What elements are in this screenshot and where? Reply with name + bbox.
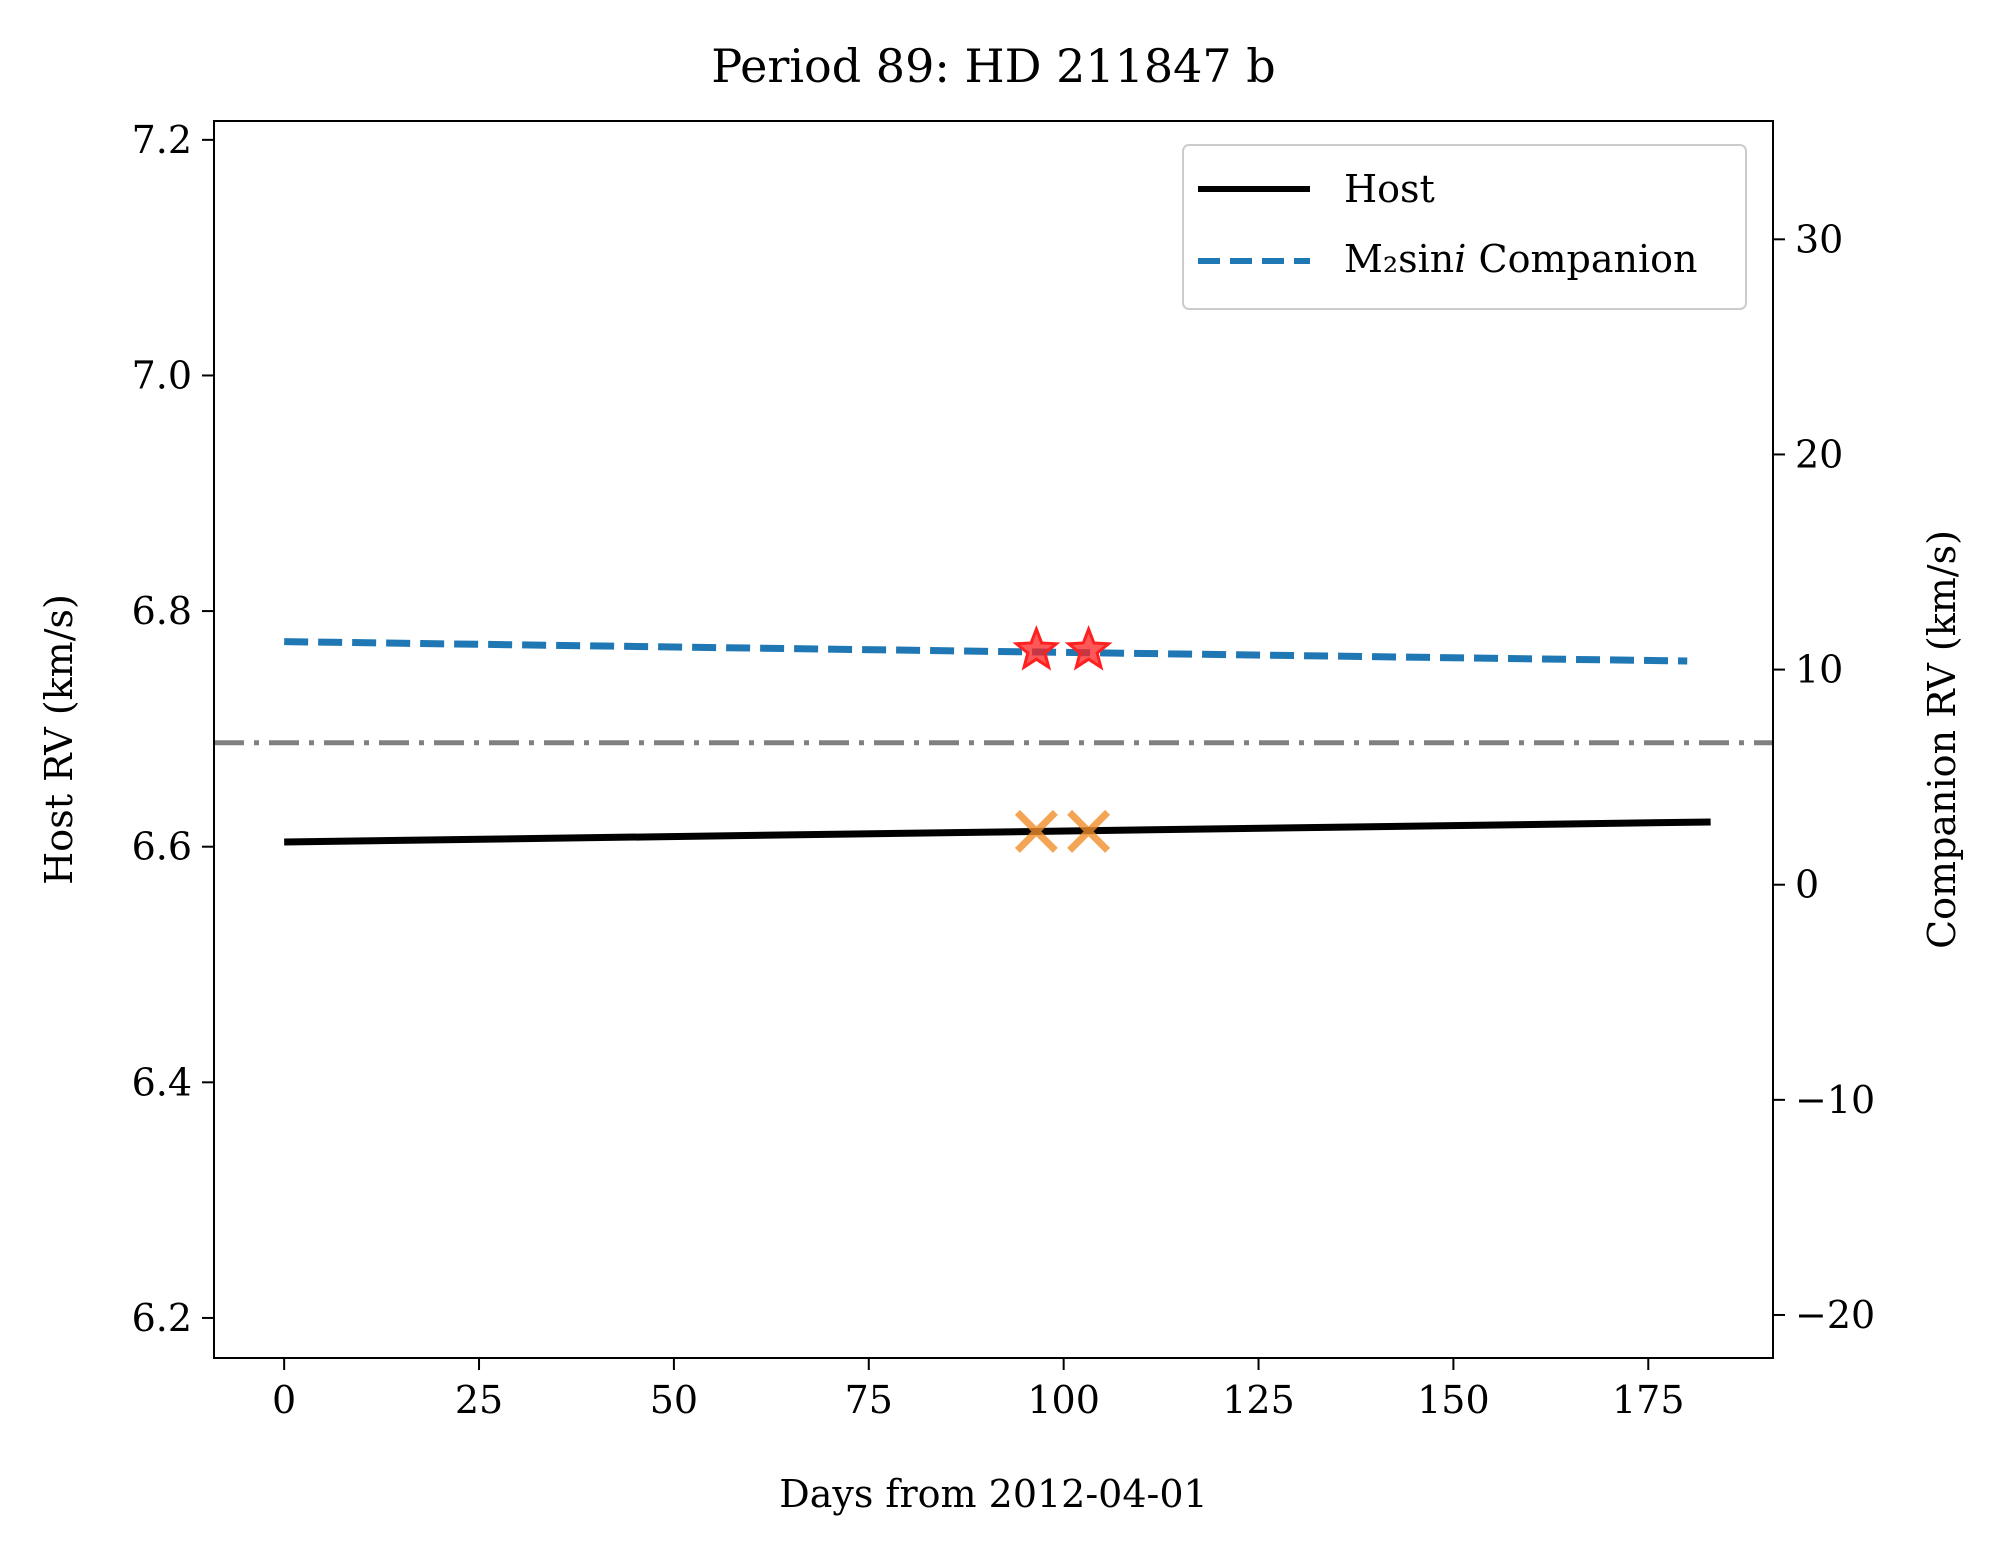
companion-observation-marker — [1012, 625, 1061, 671]
host-rv-line — [284, 818, 1711, 846]
y-right-tick-label: 0 — [1795, 863, 1819, 907]
y-right-tick-label: 30 — [1795, 217, 1843, 261]
host-observation-stroke — [1067, 809, 1111, 853]
x-tick-label: 0 — [272, 1378, 296, 1422]
y-left-tick-label: 6.4 — [132, 1060, 192, 1104]
legend-companion-label-italic: i — [1454, 237, 1466, 281]
x-tick-label: 50 — [650, 1378, 698, 1422]
x-axis-ticks: 0 25 50 75 100 125 150 175 — [272, 1358, 1685, 1422]
axes-frame — [213, 120, 1774, 1359]
y-left-tick-label: 6.6 — [132, 825, 192, 869]
legend: Host M₂sini Companion — [1182, 144, 1747, 310]
host-observation-marker — [1014, 809, 1058, 853]
x-tick-label: 100 — [1027, 1378, 1100, 1422]
y-right-tick-label: 20 — [1795, 432, 1843, 476]
x-axis-label: Days from 2012-04-01 — [779, 1472, 1207, 1516]
companion-rv-line — [284, 638, 1688, 665]
host-observation-marker — [1067, 809, 1111, 853]
legend-companion-label-main: M₂sin — [1344, 237, 1454, 281]
legend-companion-label-suffix: Companion — [1466, 237, 1697, 281]
legend-host-label: Host — [1344, 167, 1435, 211]
plot-area — [214, 625, 1773, 853]
y-left-tick-label: 7.2 — [132, 118, 192, 162]
x-tick-label: 150 — [1417, 1378, 1490, 1422]
chart-title: Period 89: HD 211847 b — [711, 39, 1276, 93]
y-left-tick-label: 6.2 — [132, 1296, 192, 1340]
y-left-axis-label: Host RV (km/s) — [37, 594, 81, 885]
y-left-axis-ticks: 6.2 6.4 6.6 6.8 7.0 7.2 — [132, 118, 214, 1340]
y-right-tick-label: 10 — [1795, 648, 1843, 692]
x-tick-label: 125 — [1222, 1378, 1295, 1422]
x-tick-label: 25 — [455, 1378, 503, 1422]
y-right-axis-label: Companion RV (km/s) — [1920, 530, 1964, 949]
host-observation-stroke — [1014, 809, 1058, 853]
y-right-tick-label: −10 — [1795, 1078, 1875, 1122]
y-left-tick-label: 7.0 — [132, 353, 192, 397]
y-right-tick-label: −20 — [1795, 1293, 1875, 1337]
x-tick-label: 75 — [845, 1378, 893, 1422]
companion-observation-marker — [1064, 625, 1113, 671]
y-right-axis-ticks: −20 −10 0 10 20 30 — [1773, 217, 1875, 1337]
x-tick-label: 175 — [1612, 1378, 1685, 1422]
y-left-tick-label: 6.8 — [132, 589, 192, 633]
legend-box — [1182, 144, 1747, 310]
legend-companion-label: M₂sini Companion — [1344, 237, 1697, 281]
